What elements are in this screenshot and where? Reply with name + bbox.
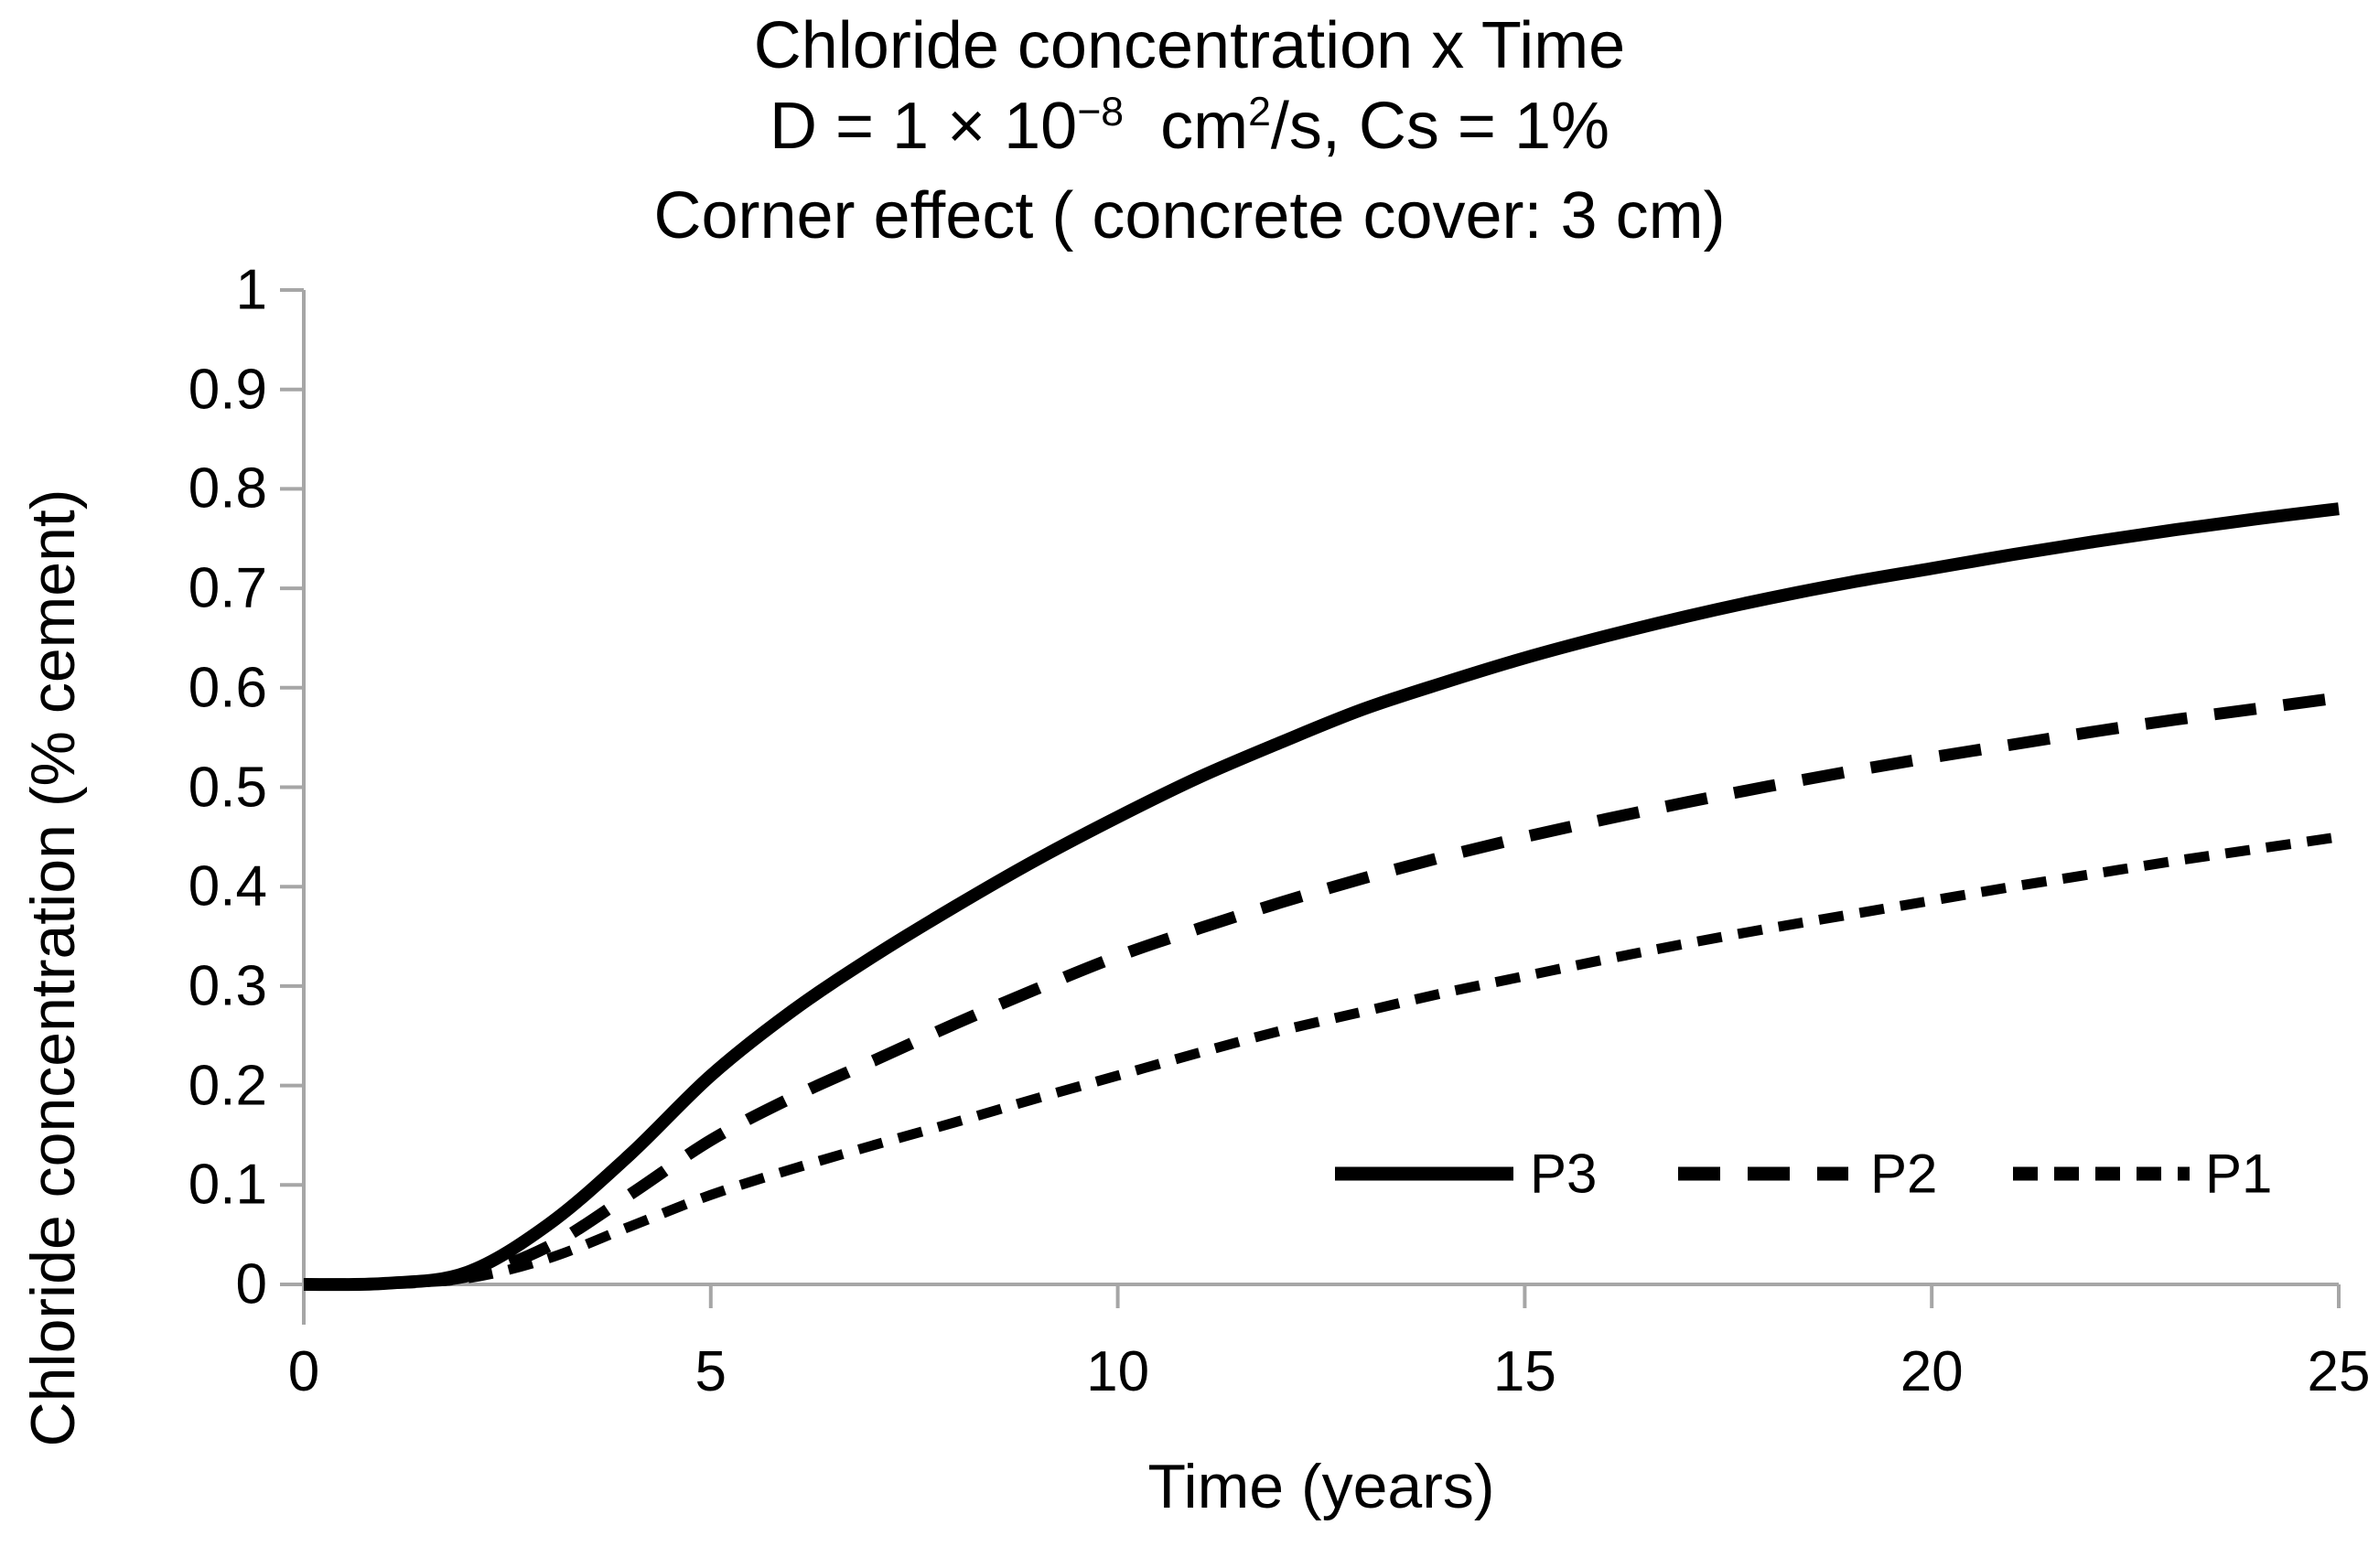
- y-tick-label-0.1: 0.1: [188, 1153, 267, 1217]
- title-diffusion-exponent: −8: [1077, 90, 1125, 135]
- chart-title-line-1: Chloride concentration x Time: [753, 9, 1626, 82]
- y-tick-label-0.6: 0.6: [188, 656, 267, 720]
- x-tick-label-25: 25: [2307, 1340, 2371, 1403]
- y-tick-label-1: 1: [235, 258, 267, 322]
- y-tick-label-0.4: 0.4: [188, 854, 267, 918]
- y-tick-label-0.8: 0.8: [188, 456, 267, 521]
- title-diffusion-base: D = 1 × 10: [769, 90, 1078, 163]
- series-line-p3: [303, 502, 2340, 1292]
- y-tick-label-0.5: 0.5: [188, 756, 267, 819]
- x-tick-label-10: 10: [1086, 1340, 1150, 1403]
- series-line-p1: [303, 832, 2340, 1290]
- title-cs-part: /s, Cs = 1%: [1270, 90, 1610, 163]
- y-tick-label-0.7: 0.7: [188, 556, 267, 620]
- title-units-base: cm: [1124, 90, 1249, 163]
- x-tick-label-15: 15: [1492, 1340, 1556, 1403]
- legend-label-p1: P1: [2205, 1143, 2273, 1205]
- y-tick-label-0.9: 0.9: [188, 358, 267, 422]
- chart-title-line-3: Corner effect ( concrete cover: 3 cm): [653, 179, 1726, 252]
- title-units-exponent: 2: [1248, 90, 1271, 135]
- legend-label-p3: P3: [1530, 1143, 1598, 1205]
- series-line-p2: [303, 692, 2340, 1291]
- x-tick-label-20: 20: [1900, 1340, 1964, 1403]
- y-tick-label-0.2: 0.2: [188, 1054, 267, 1118]
- legend-label-p2: P2: [1870, 1143, 1938, 1205]
- x-tick-label-0: 0: [287, 1340, 320, 1403]
- x-axis-title: Time (years): [1147, 1452, 1495, 1521]
- chart-title-line-2: D = 1 × 10−8 cm2/s, Cs = 1%: [0, 86, 2379, 176]
- chart-title: Chloride concentration x Time D = 1 × 10…: [0, 5, 2379, 256]
- y-tick-label-0.3: 0.3: [188, 954, 267, 1018]
- x-tick-label-5: 5: [694, 1340, 727, 1403]
- y-tick-label-0: 0: [235, 1252, 267, 1316]
